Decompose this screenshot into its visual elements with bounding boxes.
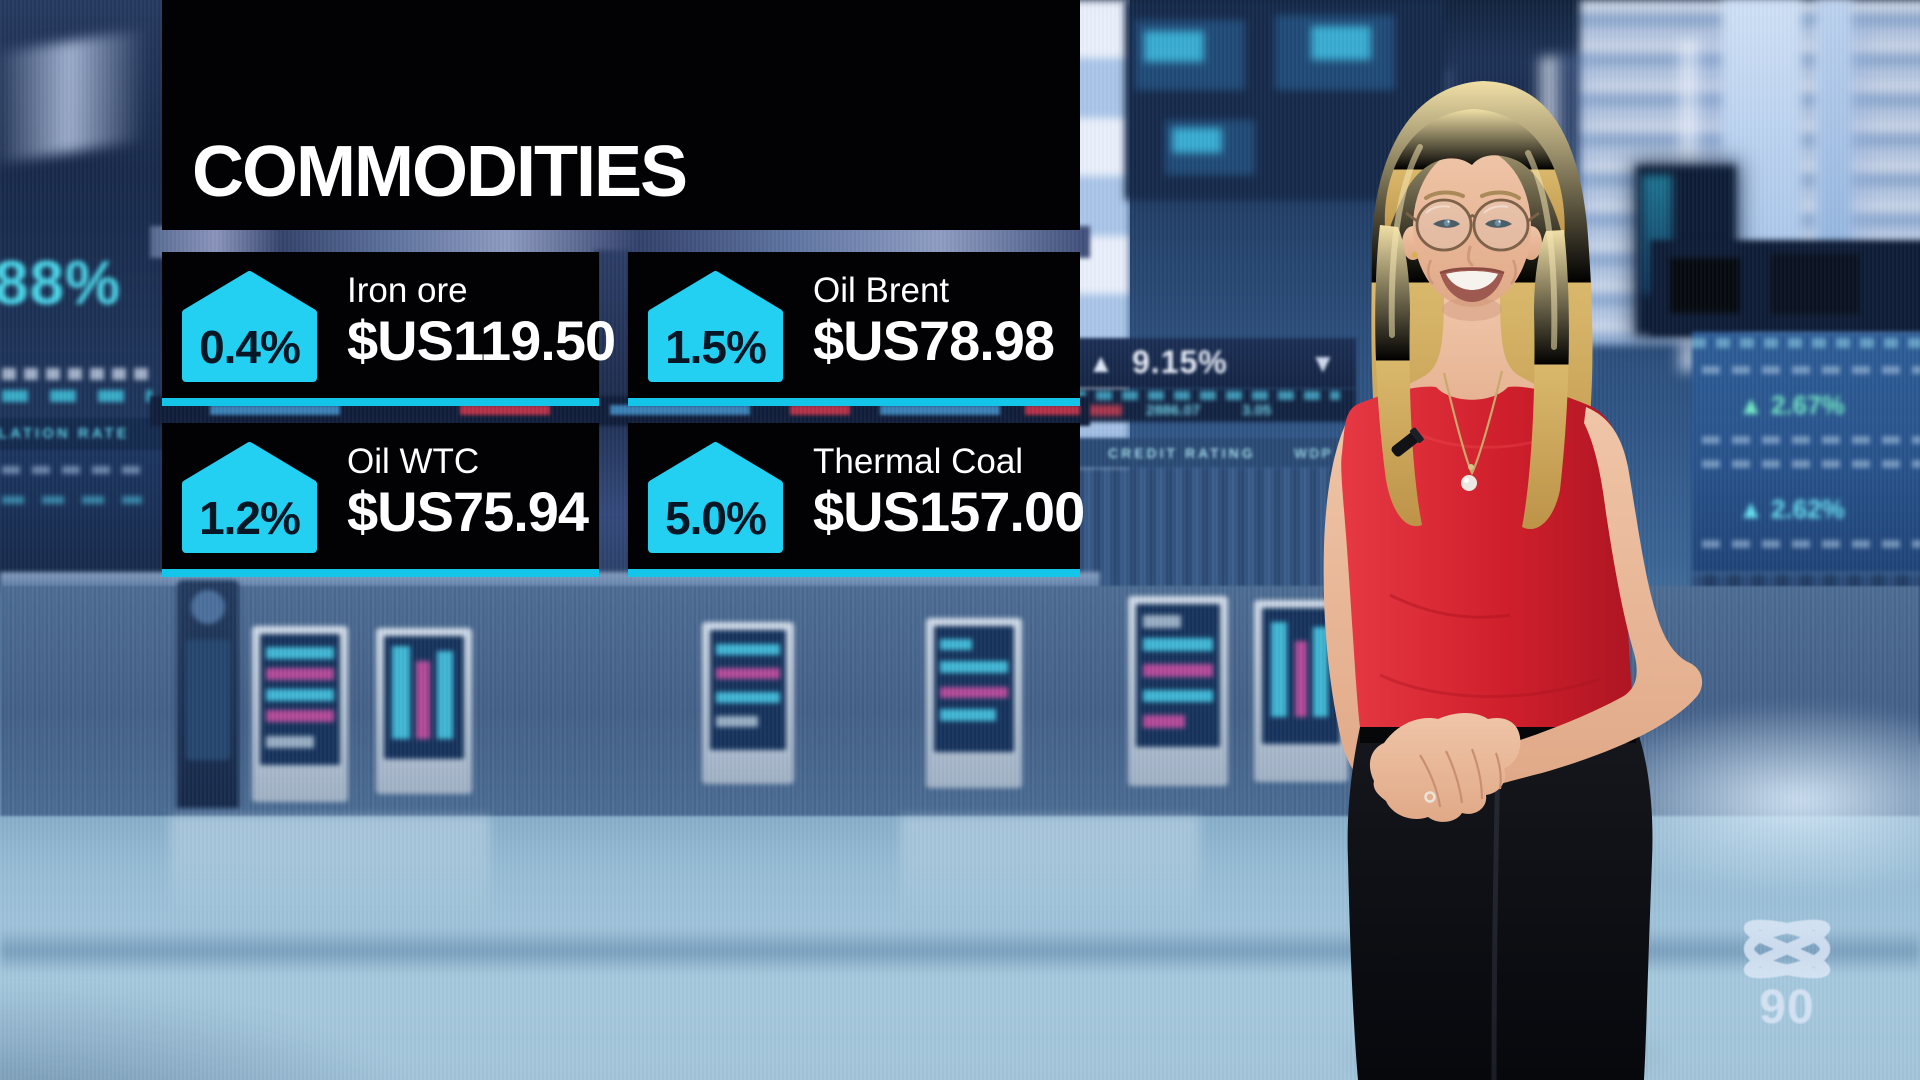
glasses-icon [1405,198,1540,252]
studio-kiosk-screen [926,618,1022,788]
credit-rating-label: CREDIT RATING [1108,445,1256,461]
commodity-price: $US119.50 [347,308,616,372]
presenter-hair-left [1375,225,1422,527]
floor-reflection [900,816,1200,926]
mid-ticker-value: 9.15% [1132,344,1228,380]
studio-kiosk-screen [702,622,794,784]
credit-rating-code: WDP [1294,445,1333,461]
studio-kiosk-screen [1128,596,1228,786]
commodity-price: $US75.94 [347,479,589,543]
commodity-name: Oil Brent [813,271,950,311]
necklace-chain [1442,370,1504,476]
left-screen-rows [0,368,162,414]
change-percent: 1.5% [665,320,767,373]
commodity-price: $US157.00 [813,479,1085,543]
credit-rating-band: CREDIT RATING WDP [1066,438,1356,468]
up-arrow-icon: 1.5% [648,270,783,382]
mid-ticker-band: ▲ 9.15% ▼ [1066,338,1356,388]
presenter-right-arm [1470,407,1703,789]
commodity-tile-thermal-coal: 5.0% Thermal Coal $US157.00 [628,423,1085,577]
board-row-value: ▲ 2.62% [1738,494,1845,524]
commodity-price: $US78.98 [813,308,1055,372]
mid-ticker-rows: 2886.07 3.05 [1066,388,1356,422]
up-arrow-icon: 5.0% [648,441,783,553]
commodity-tile-iron-ore: 0.4% Iron ore $US119.50 [162,252,616,406]
left-screen-percent: 88% [0,249,122,318]
ring-icon [1424,791,1436,803]
change-percent: 5.0% [665,491,767,544]
channel-number: 90 [1759,981,1815,1034]
up-triangle-icon: ▲ [1088,348,1114,378]
commodity-name: Iron ore [347,271,468,311]
microphone-icon [1391,427,1424,457]
commodity-tile-oil-wtc: 1.2% Oil WTC $US75.94 [162,423,599,577]
earring-icon [1412,252,1418,258]
studio-kiosk-pillar [177,580,239,808]
board-row-value: ▲ 2.67% [1738,390,1845,420]
floor-vignette [0,980,440,1080]
ticker-number: 2886.07 [1146,402,1201,419]
floor-reflection [170,816,490,926]
studio-wall-screens [1125,0,1445,200]
commodity-name: Oil WTC [347,442,480,482]
down-triangle-icon: ▼ [1310,348,1336,378]
right-data-board: ▲ 2.67% ▲ 2.62% [1692,332,1920,572]
panel-header: COMMODITIES [162,0,1080,230]
pearl-pendant [1461,475,1477,491]
studio-kiosk-screen [252,626,348,802]
ticker-number: 3.05 [1242,402,1272,419]
studio-kiosk-screen [376,628,472,794]
presenter-hair-fringe [1384,109,1565,243]
channel-watermark: 90 [1740,918,1834,1048]
change-percent: 0.4% [199,320,301,373]
up-arrow-icon: 1.2% [182,441,317,553]
presenter-red-top [1341,386,1636,727]
presenter [1323,81,1703,1080]
left-screen-lower [0,452,170,577]
abc-lissajous-icon [1743,919,1831,979]
commodity-name: Thermal Coal [813,442,1024,482]
left-screen-band: LATION RATE [0,418,170,450]
studio-shelf [1650,240,1920,335]
led-wall [1066,468,1356,588]
up-arrow-icon: 0.4% [182,270,317,382]
page-title: COMMODITIES [192,132,688,212]
left-band-label: LATION RATE [0,425,130,442]
change-percent: 1.2% [199,491,301,544]
commodity-tile-oil-brent: 1.5% Oil Brent $US78.98 [628,252,1080,406]
